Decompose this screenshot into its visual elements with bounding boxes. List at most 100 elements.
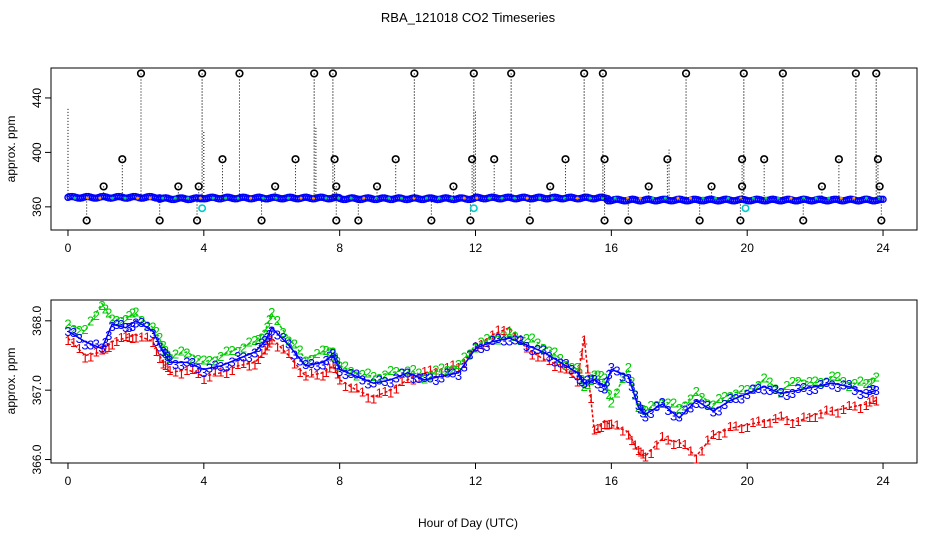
series-marker-2: 2 <box>172 347 179 362</box>
series-marker-2: 2 <box>721 389 728 404</box>
series-marker-1: 1 <box>370 391 377 406</box>
series-marker-3: 3 <box>296 354 303 369</box>
series-marker-3: 3 <box>200 365 207 380</box>
cyan-point <box>469 204 478 213</box>
series-marker-2: 2 <box>129 305 136 320</box>
series-marker-2: 2 <box>381 368 388 383</box>
baseline-accent <box>613 196 617 200</box>
series-marker-2: 2 <box>466 346 473 361</box>
series-marker-1: 1 <box>359 385 366 400</box>
series-marker-3: 3 <box>132 315 139 330</box>
series-marker-2: 2 <box>512 329 519 344</box>
series-line-2 <box>67 302 877 412</box>
series-marker-2: 2 <box>410 362 417 377</box>
series-marker-1: 1 <box>738 421 745 436</box>
series-marker-2: 2 <box>761 371 768 386</box>
outlier-low-mid <box>99 182 108 191</box>
series-marker-1: 1 <box>159 356 166 371</box>
series-marker-2: 2 <box>591 368 598 383</box>
series-marker-2: 2 <box>823 374 830 389</box>
series-marker-1: 1 <box>495 323 502 338</box>
series-marker-3: 3 <box>659 395 666 410</box>
series-marker-2: 2 <box>749 382 756 397</box>
series-marker-3: 3 <box>568 362 575 377</box>
series-marker-1: 1 <box>857 401 864 416</box>
series-marker-3: 3 <box>873 383 880 398</box>
baseline-accent <box>73 196 77 200</box>
series-marker-1: 1 <box>715 428 722 443</box>
series-marker-1: 1 <box>319 369 326 384</box>
series-marker-1: 1 <box>129 331 136 346</box>
series-marker-1: 1 <box>118 330 125 345</box>
series-marker-3: 3 <box>206 361 213 376</box>
series-marker-3: 3 <box>800 380 807 395</box>
series-marker-2: 2 <box>613 385 620 400</box>
series-marker-1: 1 <box>258 346 265 361</box>
baseline-accent <box>224 196 228 200</box>
series-marker-1: 1 <box>472 339 479 354</box>
series-marker-2: 2 <box>812 374 819 389</box>
series-marker-1: 1 <box>619 423 626 438</box>
series-marker-2: 2 <box>528 331 535 346</box>
series-marker-1: 1 <box>195 366 202 381</box>
series-marker-3: 3 <box>427 371 434 386</box>
series-marker-2: 2 <box>866 376 873 391</box>
series-marker-3: 3 <box>415 371 422 386</box>
cyan-point <box>741 204 750 213</box>
series-marker-1: 1 <box>342 379 349 394</box>
series-marker-2: 2 <box>772 382 779 397</box>
series-marker-3: 3 <box>359 373 366 388</box>
series-marker-1: 1 <box>122 329 129 344</box>
y-tick-label: 440 <box>30 88 44 108</box>
series-marker-1: 1 <box>285 346 292 361</box>
series-marker-1: 1 <box>461 356 468 371</box>
series-marker-2: 2 <box>308 352 315 367</box>
series-marker-3: 3 <box>778 385 785 400</box>
series-marker-2: 2 <box>102 302 109 317</box>
series-marker-3: 3 <box>81 337 88 352</box>
series-marker-1: 1 <box>828 404 835 419</box>
series-marker-3: 3 <box>421 370 428 385</box>
series-marker-3: 3 <box>584 373 591 388</box>
outlier-mid <box>291 155 300 164</box>
outlier-low <box>525 216 534 225</box>
series-marker-3: 3 <box>715 403 722 418</box>
series-marker-1: 1 <box>866 395 873 410</box>
series-marker-3: 3 <box>245 350 252 365</box>
series-marker-1: 1 <box>329 356 336 371</box>
series-marker-3: 3 <box>500 334 507 349</box>
series-marker-3: 3 <box>438 370 445 385</box>
outlier-low-mid <box>875 182 884 191</box>
outlier-low <box>600 216 609 225</box>
series-marker-3: 3 <box>817 377 824 392</box>
series-marker-1: 1 <box>653 437 660 452</box>
series-marker-3: 3 <box>291 347 298 362</box>
outlier-mid <box>760 155 769 164</box>
series-marker-2: 2 <box>149 320 156 335</box>
baseline-accent <box>538 196 542 200</box>
series-marker-1: 1 <box>483 335 490 350</box>
baseline-accent <box>186 196 190 200</box>
baseline-accent <box>500 196 504 200</box>
series-marker-3: 3 <box>517 333 524 348</box>
series-marker-2: 2 <box>598 368 605 383</box>
series-marker-1: 1 <box>862 398 869 413</box>
baseline-accent <box>387 196 391 200</box>
baseline-accent <box>839 196 843 200</box>
y-tick-label: 400 <box>30 142 44 162</box>
series-marker-1: 1 <box>302 369 309 384</box>
series-marker-2: 2 <box>240 340 247 355</box>
series-marker-2: 2 <box>851 376 858 391</box>
outlier-low <box>192 216 202 225</box>
series-marker-2: 2 <box>710 398 717 413</box>
series-marker-3: 3 <box>370 376 377 391</box>
x-tick-label: 8 <box>336 474 343 488</box>
series-marker-1: 1 <box>551 359 558 374</box>
series-marker-1: 1 <box>489 328 496 343</box>
series-marker-2: 2 <box>789 374 796 389</box>
series-marker-1: 1 <box>581 333 588 348</box>
series-marker-3: 3 <box>840 377 847 392</box>
series-marker-3: 3 <box>387 376 394 391</box>
series-marker-3: 3 <box>834 380 841 395</box>
series-marker-2: 2 <box>342 358 349 373</box>
